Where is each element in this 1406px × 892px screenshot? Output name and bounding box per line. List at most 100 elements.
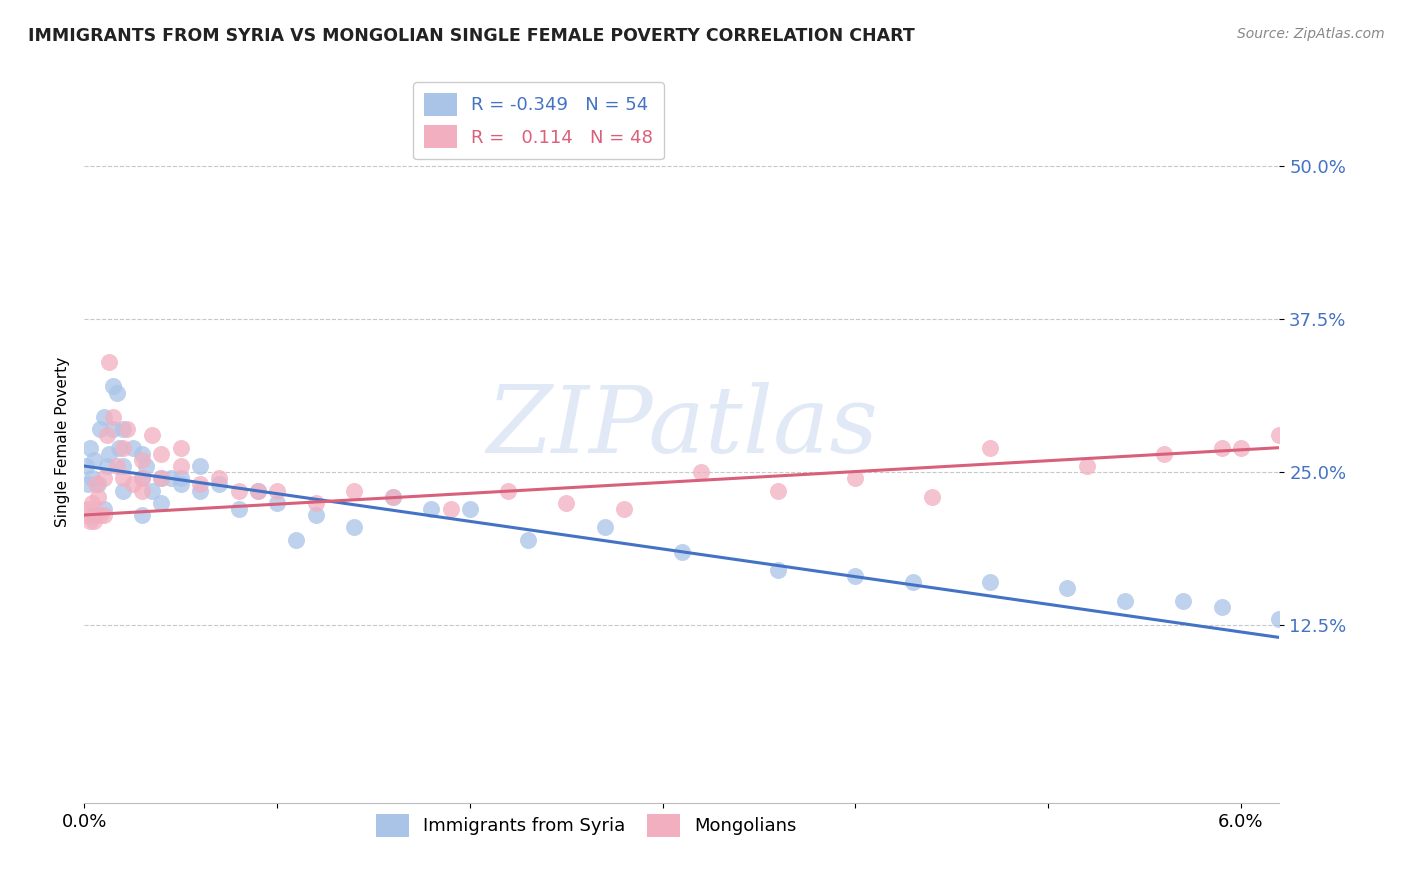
Point — [121, 441, 143, 455]
Point — [555, 496, 578, 510]
Point — [131, 483, 153, 498]
Point — [170, 441, 193, 455]
Point — [208, 471, 231, 485]
Point — [1114, 593, 1136, 607]
Point — [77, 502, 100, 516]
Point — [266, 483, 288, 498]
Point — [98, 355, 121, 369]
Point — [1268, 612, 1291, 626]
Point — [87, 477, 110, 491]
Point — [343, 483, 366, 498]
Point — [170, 477, 193, 491]
Point — [83, 508, 105, 522]
Point — [516, 533, 538, 547]
Point — [188, 477, 211, 491]
Point — [498, 483, 520, 498]
Point — [768, 563, 790, 577]
Point — [690, 465, 713, 479]
Point — [150, 471, 173, 485]
Point — [111, 483, 134, 498]
Point — [903, 575, 925, 590]
Point — [1268, 428, 1291, 442]
Point — [103, 379, 125, 393]
Point — [83, 514, 105, 528]
Point — [93, 471, 115, 485]
Point — [105, 385, 128, 400]
Text: ZIPatlas: ZIPatlas — [486, 382, 877, 472]
Point — [121, 477, 143, 491]
Point — [105, 458, 128, 473]
Point — [170, 471, 193, 485]
Point — [98, 447, 121, 461]
Point — [150, 496, 173, 510]
Point — [420, 502, 443, 516]
Point — [228, 502, 250, 516]
Point — [381, 490, 404, 504]
Point — [111, 441, 134, 455]
Point — [131, 508, 153, 522]
Text: IMMIGRANTS FROM SYRIA VS MONGOLIAN SINGLE FEMALE POVERTY CORRELATION CHART: IMMIGRANTS FROM SYRIA VS MONGOLIAN SINGL… — [28, 27, 915, 45]
Point — [80, 496, 103, 510]
Point — [613, 502, 636, 516]
Point — [1211, 599, 1233, 614]
Point — [141, 483, 163, 498]
Point — [93, 410, 115, 425]
Point — [83, 453, 105, 467]
Point — [170, 458, 193, 473]
Point — [1171, 593, 1194, 607]
Point — [84, 477, 107, 491]
Point — [1153, 447, 1175, 461]
Point — [150, 447, 173, 461]
Point — [228, 483, 250, 498]
Point — [844, 471, 866, 485]
Point — [1076, 458, 1098, 473]
Point — [131, 471, 153, 485]
Point — [89, 508, 111, 522]
Point — [246, 483, 269, 498]
Point — [111, 458, 134, 473]
Point — [80, 471, 103, 485]
Point — [188, 483, 211, 498]
Point — [844, 569, 866, 583]
Point — [979, 441, 1001, 455]
Point — [115, 422, 138, 436]
Point — [593, 520, 616, 534]
Point — [1211, 441, 1233, 455]
Point — [103, 422, 125, 436]
Point — [108, 441, 131, 455]
Point — [141, 428, 163, 442]
Point — [96, 458, 118, 473]
Point — [381, 490, 404, 504]
Point — [111, 471, 134, 485]
Point — [89, 422, 111, 436]
Point — [131, 471, 153, 485]
Point — [458, 502, 481, 516]
Point — [131, 453, 153, 467]
Point — [305, 496, 328, 510]
Point — [93, 502, 115, 516]
Point — [285, 533, 308, 547]
Point — [246, 483, 269, 498]
Point — [135, 458, 157, 473]
Point — [87, 490, 110, 504]
Point — [111, 422, 134, 436]
Point — [768, 483, 790, 498]
Point — [150, 471, 173, 485]
Point — [305, 508, 328, 522]
Point — [75, 508, 97, 522]
Point — [79, 514, 101, 528]
Point — [160, 471, 183, 485]
Text: Source: ZipAtlas.com: Source: ZipAtlas.com — [1237, 27, 1385, 41]
Point — [103, 410, 125, 425]
Point — [77, 477, 100, 491]
Point — [188, 458, 211, 473]
Y-axis label: Single Female Poverty: Single Female Poverty — [55, 357, 70, 526]
Point — [1230, 441, 1253, 455]
Point — [979, 575, 1001, 590]
Point — [96, 428, 118, 442]
Point — [93, 508, 115, 522]
Point — [671, 545, 693, 559]
Point — [75, 458, 97, 473]
Point — [1056, 582, 1078, 596]
Point — [131, 447, 153, 461]
